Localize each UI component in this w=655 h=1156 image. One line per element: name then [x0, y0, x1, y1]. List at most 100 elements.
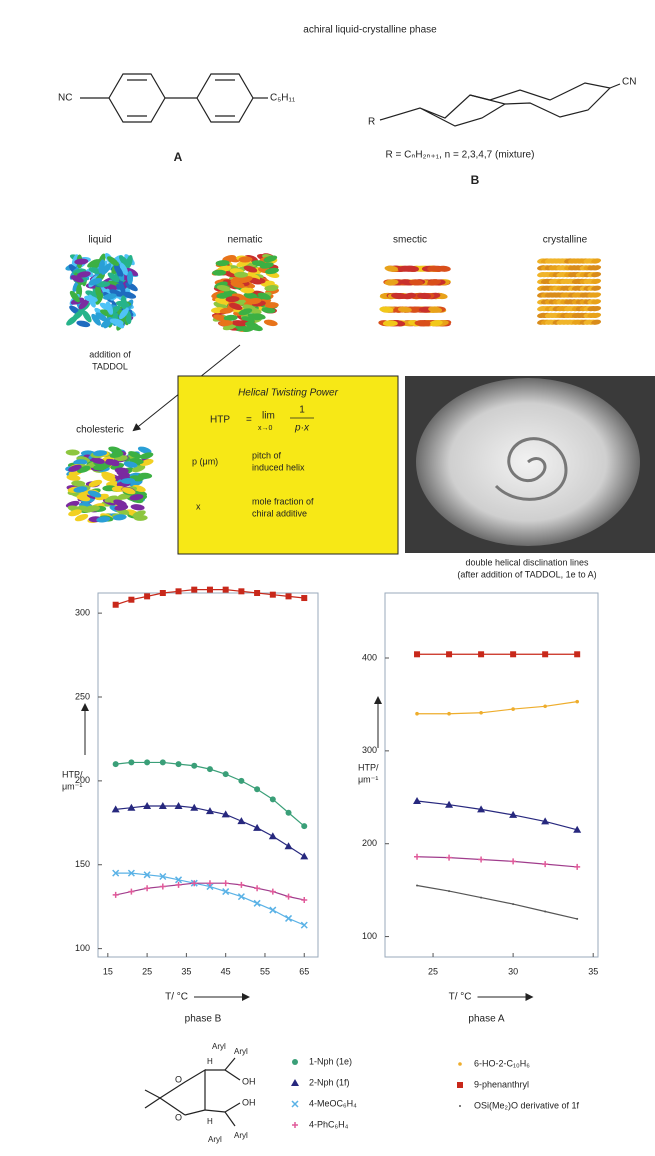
data-point	[112, 869, 120, 877]
molecule-blob	[591, 312, 602, 319]
data-point	[144, 885, 151, 892]
molecule-blob	[591, 319, 602, 325]
molecule-blob	[120, 295, 127, 310]
data-point	[414, 853, 421, 860]
molecule-blob	[87, 490, 102, 498]
legend-label: 9-phenanthryl	[474, 1079, 529, 1089]
legend-label: 2-Nph (1f)	[309, 1077, 350, 1087]
molecule-blob	[591, 305, 602, 312]
data-point	[413, 797, 422, 804]
caption: (after addition of TADDOL, 1e to A)	[457, 569, 596, 579]
molecule-blob	[591, 258, 602, 264]
phase-label: liquid	[88, 235, 111, 246]
data-point	[175, 761, 182, 768]
data-point	[574, 651, 581, 658]
data-point	[512, 903, 515, 906]
molecule-blob	[101, 263, 112, 275]
molecule-blob	[121, 487, 136, 495]
y-tick-label: 300	[362, 745, 377, 755]
data-point	[414, 651, 421, 658]
data-point	[447, 711, 451, 716]
data-point	[477, 805, 486, 813]
molecule-blob	[114, 504, 129, 511]
molecule-blob	[591, 292, 602, 298]
data-point	[144, 593, 151, 600]
data-point	[191, 762, 198, 769]
molecule-blob	[391, 292, 405, 300]
molecule-blob	[379, 306, 394, 313]
data-point	[222, 586, 229, 593]
x-tick-label: 15	[103, 966, 113, 976]
molecule-blob	[234, 271, 249, 278]
molecule-blob	[240, 287, 255, 294]
data-point	[112, 891, 119, 898]
data-point	[128, 888, 135, 895]
x-tick-label: 25	[428, 966, 438, 976]
legend: 1-Nph (1e) 2-Nph (1f) 4-MeOC₆H₄ 4-PhC₆H₄ 6-H…	[291, 1056, 580, 1129]
data-point	[128, 759, 135, 766]
data-point	[237, 893, 245, 901]
y-tick-label: 250	[75, 691, 90, 701]
molecule-blob	[85, 505, 100, 512]
molecule-blob	[213, 301, 227, 310]
symbol: x	[196, 501, 201, 511]
molecule-blob	[127, 270, 134, 285]
data-point	[112, 761, 119, 768]
x-tick-label: 25	[142, 966, 152, 976]
molecule-blob	[243, 292, 258, 299]
molecule-blob	[125, 282, 138, 292]
molecule-blob	[428, 306, 443, 313]
data-point	[238, 881, 245, 888]
legend-marker	[459, 1105, 461, 1107]
molecule-blob	[113, 264, 124, 277]
molecule-blob	[104, 459, 119, 466]
molecule-blob	[68, 464, 82, 472]
data-point	[301, 595, 308, 602]
legend-label: 4-MeOC₆H₄	[309, 1098, 357, 1108]
data-point	[269, 906, 277, 914]
data-point	[301, 896, 308, 903]
data-point	[253, 899, 261, 907]
data-point	[254, 590, 261, 596]
series-line	[416, 800, 578, 831]
note: TADDOL	[92, 361, 128, 371]
molecule-blob	[88, 278, 103, 286]
data-point	[159, 872, 167, 881]
data-point	[285, 593, 292, 600]
molecule-blob	[591, 299, 602, 305]
legend-marker	[291, 1100, 299, 1108]
legend-marker	[291, 1079, 299, 1086]
data-point	[127, 803, 136, 811]
formula: 1	[299, 405, 305, 416]
phase-label: crystalline	[543, 235, 588, 246]
series-line	[417, 856, 578, 868]
molecule-blob	[428, 320, 443, 327]
legend-label: 1-Nph (1e)	[309, 1056, 352, 1066]
data-point	[284, 842, 293, 850]
x-axis-sublabel: phase A	[468, 1014, 504, 1025]
molecule-blob	[137, 446, 152, 454]
caption: double helical disclination lines	[465, 557, 589, 567]
x-tick-label: 30	[508, 966, 518, 976]
definition: pitch of	[252, 450, 282, 460]
group-label: NC	[58, 93, 72, 104]
molecule-blob	[263, 319, 278, 327]
definition: chiral additive	[252, 508, 307, 518]
molecule-blob	[417, 292, 432, 300]
data-point	[143, 871, 151, 879]
data-point	[301, 823, 308, 830]
molecule-blob	[87, 259, 100, 268]
charts: 100 150 200 250 300 15 25 35 45 55 65 HTP/μm⁻¹ T/ °C…	[62, 586, 599, 1025]
molecule-blob	[101, 472, 116, 479]
data-point	[159, 590, 166, 596]
molecule-blob	[107, 256, 119, 266]
molecule-blob	[119, 307, 129, 320]
molecule-blob	[95, 284, 102, 299]
data-point	[446, 651, 453, 658]
data-point	[542, 651, 549, 658]
atom-label: OH	[242, 1097, 256, 1107]
series-line	[417, 701, 578, 715]
note: addition of	[89, 349, 131, 359]
molecule-blob	[132, 510, 146, 518]
